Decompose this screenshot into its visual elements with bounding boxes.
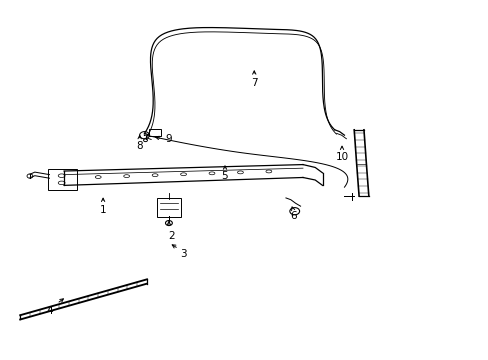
Text: 5: 5 — [221, 171, 228, 181]
Text: 4: 4 — [46, 306, 53, 316]
Text: 6: 6 — [289, 211, 296, 221]
Text: 2: 2 — [168, 231, 174, 240]
Text: 7: 7 — [250, 78, 257, 88]
Text: 3: 3 — [180, 248, 186, 258]
Text: 8: 8 — [136, 141, 142, 151]
Text: 9: 9 — [165, 134, 172, 144]
Text: 1: 1 — [100, 206, 106, 216]
Text: 10: 10 — [335, 152, 348, 162]
